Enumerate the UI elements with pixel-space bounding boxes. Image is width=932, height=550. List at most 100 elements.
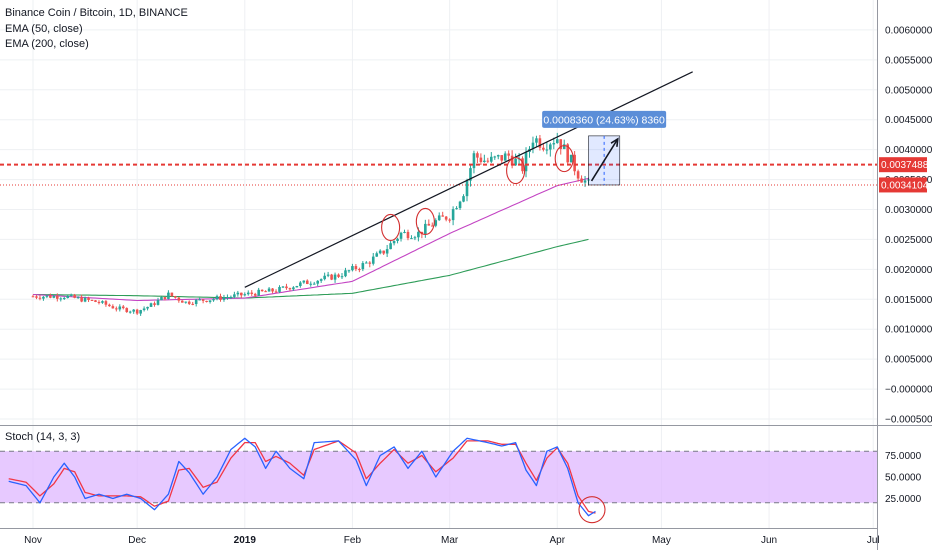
candle-body <box>257 289 260 296</box>
candle-body <box>417 231 420 238</box>
candle-body <box>576 171 580 179</box>
candle-body <box>35 296 38 298</box>
candle <box>35 295 38 300</box>
candle-body <box>76 297 80 299</box>
candle <box>142 306 146 312</box>
candle <box>444 215 448 222</box>
candle-body <box>330 274 333 280</box>
y-tick-label: 0.0055000 <box>885 55 932 66</box>
candle-body <box>295 285 299 288</box>
candle-body <box>375 253 379 257</box>
y-tick-label: 0.0015000 <box>885 295 932 306</box>
candle <box>267 287 271 292</box>
candle <box>94 300 97 303</box>
candle <box>285 283 288 290</box>
candle-body <box>198 299 201 301</box>
candle <box>31 294 35 298</box>
candle-body <box>337 274 340 277</box>
measure-tooltip-text: 0.0008360 (24.63%) 8360 <box>543 114 665 126</box>
candle <box>371 252 375 266</box>
candle <box>493 155 497 160</box>
candle <box>469 164 472 187</box>
candle <box>406 229 410 241</box>
candle-body <box>545 149 549 151</box>
candle-body <box>493 156 497 158</box>
candle <box>507 150 510 160</box>
candle-body <box>160 297 163 301</box>
candle <box>340 273 344 280</box>
candle <box>399 231 403 242</box>
candle <box>542 143 545 152</box>
x-tick-label: Apr <box>549 535 565 546</box>
candle <box>66 295 70 299</box>
candle-body <box>483 160 486 163</box>
candle-body <box>378 250 382 254</box>
candle <box>257 287 260 297</box>
candle <box>430 222 434 227</box>
highlight-circle <box>506 157 526 185</box>
candle <box>76 296 80 299</box>
candle <box>194 298 198 307</box>
candle <box>458 200 462 210</box>
candle <box>555 132 559 144</box>
candle-body <box>59 298 63 300</box>
candle <box>163 296 167 301</box>
candle <box>490 152 493 164</box>
candle <box>83 296 87 303</box>
candle <box>191 301 195 306</box>
candle-body <box>312 283 316 285</box>
candle <box>305 279 309 285</box>
measure-tooltip: 0.0008360 (24.63%) 8360 <box>542 110 667 128</box>
ema50-line <box>32 177 589 302</box>
drawings[interactable]: 0.0008360 (24.63%) 8360 <box>0 71 877 524</box>
candle <box>392 240 396 246</box>
x-tick-label: Dec <box>128 535 146 546</box>
candle <box>361 261 365 272</box>
candle-body <box>351 266 354 271</box>
candle-body <box>410 238 413 240</box>
ema-lines <box>32 177 589 302</box>
candle <box>330 273 333 281</box>
candle <box>187 300 191 305</box>
candle <box>295 285 299 288</box>
candle-body <box>226 297 229 299</box>
candle-body <box>49 295 52 298</box>
candle <box>410 235 413 240</box>
candle-body <box>465 180 469 197</box>
current-price-label-bg <box>879 177 927 193</box>
candle <box>56 293 59 302</box>
stoch-band <box>0 450 877 504</box>
candle <box>292 286 295 291</box>
candlestick-series[interactable] <box>31 132 590 316</box>
candle <box>208 300 212 304</box>
candle-body <box>361 263 365 270</box>
candle <box>396 237 399 244</box>
candle <box>108 303 111 307</box>
candle <box>97 300 101 305</box>
y-tick-label: 0.0025000 <box>885 235 932 246</box>
candle <box>365 261 368 264</box>
candle <box>73 293 76 299</box>
candle <box>146 306 149 311</box>
candle <box>351 263 354 272</box>
candle <box>62 296 66 300</box>
candle-body <box>503 153 507 161</box>
candle-body <box>490 156 493 162</box>
candle <box>174 295 177 299</box>
candle-body <box>514 158 517 166</box>
candle-body <box>316 280 320 284</box>
candle <box>528 146 531 158</box>
candle <box>222 294 226 302</box>
candle <box>514 153 517 166</box>
candle-body <box>302 280 306 283</box>
candle-body <box>194 299 198 305</box>
x-tick-label: Jul <box>867 535 880 546</box>
candle-body <box>271 288 274 292</box>
candle-body <box>510 155 514 166</box>
candle <box>205 300 208 303</box>
candle-body <box>264 291 267 293</box>
candle-body <box>146 306 149 309</box>
candle <box>319 278 323 283</box>
